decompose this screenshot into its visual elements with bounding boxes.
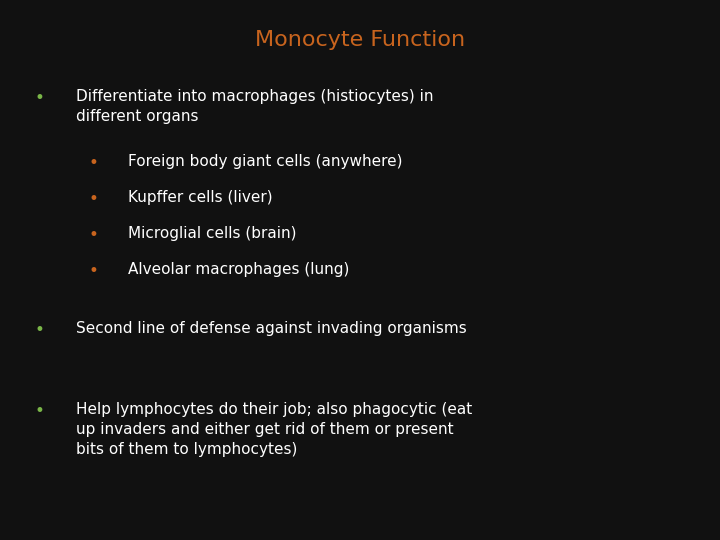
Text: •: • <box>35 89 45 107</box>
Text: Foreign body giant cells (anywhere): Foreign body giant cells (anywhere) <box>128 154 402 169</box>
Text: •: • <box>89 154 99 172</box>
Text: •: • <box>89 262 99 280</box>
Text: •: • <box>89 190 99 208</box>
Text: •: • <box>89 226 99 244</box>
Text: Help lymphocytes do their job; also phagocytic (eat
up invaders and either get r: Help lymphocytes do their job; also phag… <box>76 402 472 457</box>
Text: Microglial cells (brain): Microglial cells (brain) <box>128 226 297 241</box>
Text: Monocyte Function: Monocyte Function <box>255 30 465 50</box>
Text: •: • <box>35 321 45 339</box>
Text: Differentiate into macrophages (histiocytes) in
different organs: Differentiate into macrophages (histiocy… <box>76 89 433 124</box>
Text: Kupffer cells (liver): Kupffer cells (liver) <box>128 190 273 205</box>
Text: Alveolar macrophages (lung): Alveolar macrophages (lung) <box>128 262 349 278</box>
Text: Second line of defense against invading organisms: Second line of defense against invading … <box>76 321 467 336</box>
Text: •: • <box>35 402 45 420</box>
